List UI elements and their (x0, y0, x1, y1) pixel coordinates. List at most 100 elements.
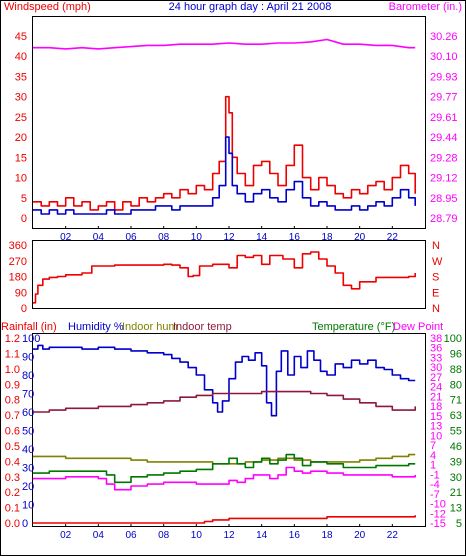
x-tick-label: 10 (191, 530, 203, 541)
celsius-tick-label: 13 (430, 421, 442, 433)
fahrenheit-tick-label: 39 (450, 456, 462, 468)
humidity-tick-label: 70 (22, 389, 34, 401)
celsius-tick-label: -4 (430, 479, 440, 491)
humidity-tick-label: 40 (22, 444, 34, 456)
x-tick-label: 22 (387, 232, 399, 243)
x-tick-label: 14 (256, 530, 268, 541)
dew-point-line (33, 466, 416, 491)
fahrenheit-tick-label: 63 (450, 410, 462, 422)
humidity-tick-label: 50 (22, 426, 34, 438)
rainfall-tick-label: 1.1 (5, 348, 20, 360)
windspeed-tick-label: 40 (15, 51, 27, 63)
fahrenheit-tick-label: 96 (450, 348, 462, 360)
celsius-tick-label: 38 (430, 333, 442, 345)
barometer-tick-label: 29.77 (430, 92, 458, 104)
rainfall-tick-label: 0.3 (5, 472, 20, 484)
barometer-line (33, 38, 416, 50)
rainfall-tick-label: 0.9 (5, 379, 20, 391)
celsius-tick-label: 30 (430, 362, 442, 374)
x-tick-label: 04 (93, 530, 105, 541)
barometer-axis-title: Barometer (in.) (389, 1, 462, 13)
humidity-tick-label: 20 (22, 481, 34, 493)
x-tick-label: 02 (60, 530, 72, 541)
barometer-tick-label: 29.28 (430, 152, 458, 164)
fahrenheit-tick-label: 5 (456, 518, 462, 530)
x-tick-label: 12 (223, 530, 235, 541)
legend-dew-point: Dew Point (393, 321, 443, 333)
barometer-tick-label: 29.44 (430, 132, 458, 144)
rainfall-tick-label: 0.6 (5, 426, 20, 438)
rainfall-tick-label: 0.7 (5, 410, 20, 422)
legend-indoor-hum: Indoor hum (122, 321, 178, 333)
barometer-tick-label: 30.26 (430, 31, 458, 43)
direction-tick-label: 0 (21, 303, 27, 315)
windspeed-tick-label: 15 (15, 152, 27, 164)
x-tick-label: 16 (289, 232, 301, 243)
humidity-tick-label: 90 (22, 352, 34, 364)
celsius-tick-label: 4 (430, 450, 436, 462)
rainfall-line (33, 515, 416, 524)
celsius-tick-label: -1 (430, 469, 440, 481)
celsius-tick-label: 24 (430, 382, 442, 394)
humidity-tick-label: 60 (22, 407, 34, 419)
celsius-tick-label: 7 (430, 440, 436, 452)
rainfall-tick-label: 1.0 (5, 364, 20, 376)
fahrenheit-tick-label: 88 (450, 364, 462, 376)
celsius-tick-label: 18 (430, 401, 442, 413)
legend-rainfall: Rainfall (in) (1, 321, 57, 333)
rainfall-tick-label: 0.8 (5, 395, 20, 407)
celsius-tick-label: 27 (430, 372, 442, 384)
x-tick-label: 06 (125, 232, 137, 243)
temperature-line (33, 453, 416, 484)
x-tick-label: 16 (289, 530, 301, 541)
windspeed-tick-label: 45 (15, 31, 27, 43)
celsius-tick-label: -10 (430, 499, 446, 511)
fahrenheit-tick-label: 55 (450, 426, 462, 438)
barometer-tick-label: 29.93 (430, 71, 458, 83)
fahrenheit-tick-label: 13 (450, 503, 462, 515)
celsius-tick-label: 15 (430, 411, 442, 423)
humidity-tick-label: 80 (22, 370, 34, 382)
compass-tick-label: N (432, 240, 440, 252)
legend-indoor-temp: Indoor temp (173, 321, 232, 333)
rainfall-tick-label: 0.5 (5, 441, 20, 453)
windspeed-axis-title: Windspeed (mph) (4, 1, 91, 13)
direction-tick-label: 270 (9, 256, 27, 268)
celsius-tick-label: 36 (430, 343, 442, 355)
celsius-tick-label: -15 (430, 518, 446, 530)
humidity-tick-label: 0 (22, 518, 28, 530)
wind-gust-line (33, 95, 416, 211)
fahrenheit-tick-label: 30 (450, 472, 462, 484)
fahrenheit-tick-label: 21 (450, 487, 462, 499)
humidity-tick-label: 100 (22, 333, 40, 345)
compass-tick-label: N (432, 303, 440, 315)
humidity-line (33, 344, 416, 417)
legend-humidity: Humidity % (68, 321, 124, 333)
barometer-tick-label: 28.79 (430, 213, 458, 225)
windspeed-tick-label: 10 (15, 173, 27, 185)
x-tick-label: 22 (387, 530, 399, 541)
windspeed-tick-label: 35 (15, 71, 27, 83)
windspeed-tick-label: 25 (15, 112, 27, 124)
x-tick-label: 18 (321, 232, 333, 243)
barometer-tick-label: 28.95 (430, 193, 458, 205)
direction-panel (32, 240, 426, 309)
rainfall-tick-label: 0.0 (5, 518, 20, 530)
legend-temperature: Temperature (°F) (312, 321, 395, 333)
rainfall-tick-label: 1.2 (5, 333, 20, 345)
rainfall-tick-label: 0.2 (5, 487, 20, 499)
x-tick-label: 12 (223, 232, 235, 243)
x-tick-label: 06 (125, 530, 137, 541)
graph-title: 24 hour graph day : April 21 2008 (169, 1, 332, 13)
celsius-tick-label: 33 (430, 352, 442, 364)
rainfall-tick-label: 0.4 (5, 456, 20, 468)
windspeed-tick-label: 0 (21, 213, 27, 225)
x-tick-label: 14 (256, 232, 268, 243)
x-tick-label: 04 (93, 232, 105, 243)
compass-tick-label: W (432, 256, 443, 268)
barometer-tick-label: 30.10 (430, 51, 458, 63)
wind-direction-line (33, 251, 416, 304)
fahrenheit-tick-label: 100 (444, 333, 462, 345)
